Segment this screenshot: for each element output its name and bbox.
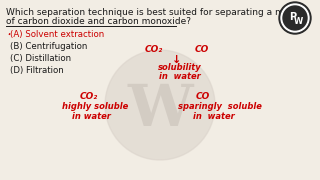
Text: CO₂: CO₂ <box>145 45 163 54</box>
Circle shape <box>105 50 215 160</box>
Text: (A) Solvent extraction: (A) Solvent extraction <box>10 30 104 39</box>
Text: CO₂: CO₂ <box>80 92 98 101</box>
Text: of carbon dioxide and carbon monoxide?: of carbon dioxide and carbon monoxide? <box>6 17 191 26</box>
Text: CO: CO <box>195 45 209 54</box>
Text: W: W <box>293 17 303 26</box>
Text: in  water: in water <box>159 72 201 81</box>
Text: sparingly  soluble: sparingly soluble <box>178 102 262 111</box>
Text: Which separation technique is best suited for separating a mixture: Which separation technique is best suite… <box>6 8 310 17</box>
Text: ↓: ↓ <box>172 55 181 65</box>
Text: solubility: solubility <box>158 63 202 72</box>
Circle shape <box>281 4 309 32</box>
Text: (C) Distillation: (C) Distillation <box>10 54 71 63</box>
Circle shape <box>279 2 311 34</box>
Text: highly soluble: highly soluble <box>62 102 128 111</box>
Text: CO: CO <box>196 92 210 101</box>
Text: (B) Centrifugation: (B) Centrifugation <box>10 42 87 51</box>
Text: in  water: in water <box>193 112 235 121</box>
Text: (D) Filtration: (D) Filtration <box>10 66 64 75</box>
Text: in water: in water <box>72 112 111 121</box>
Text: W: W <box>127 82 193 138</box>
Text: P: P <box>289 12 297 22</box>
Circle shape <box>283 6 307 30</box>
